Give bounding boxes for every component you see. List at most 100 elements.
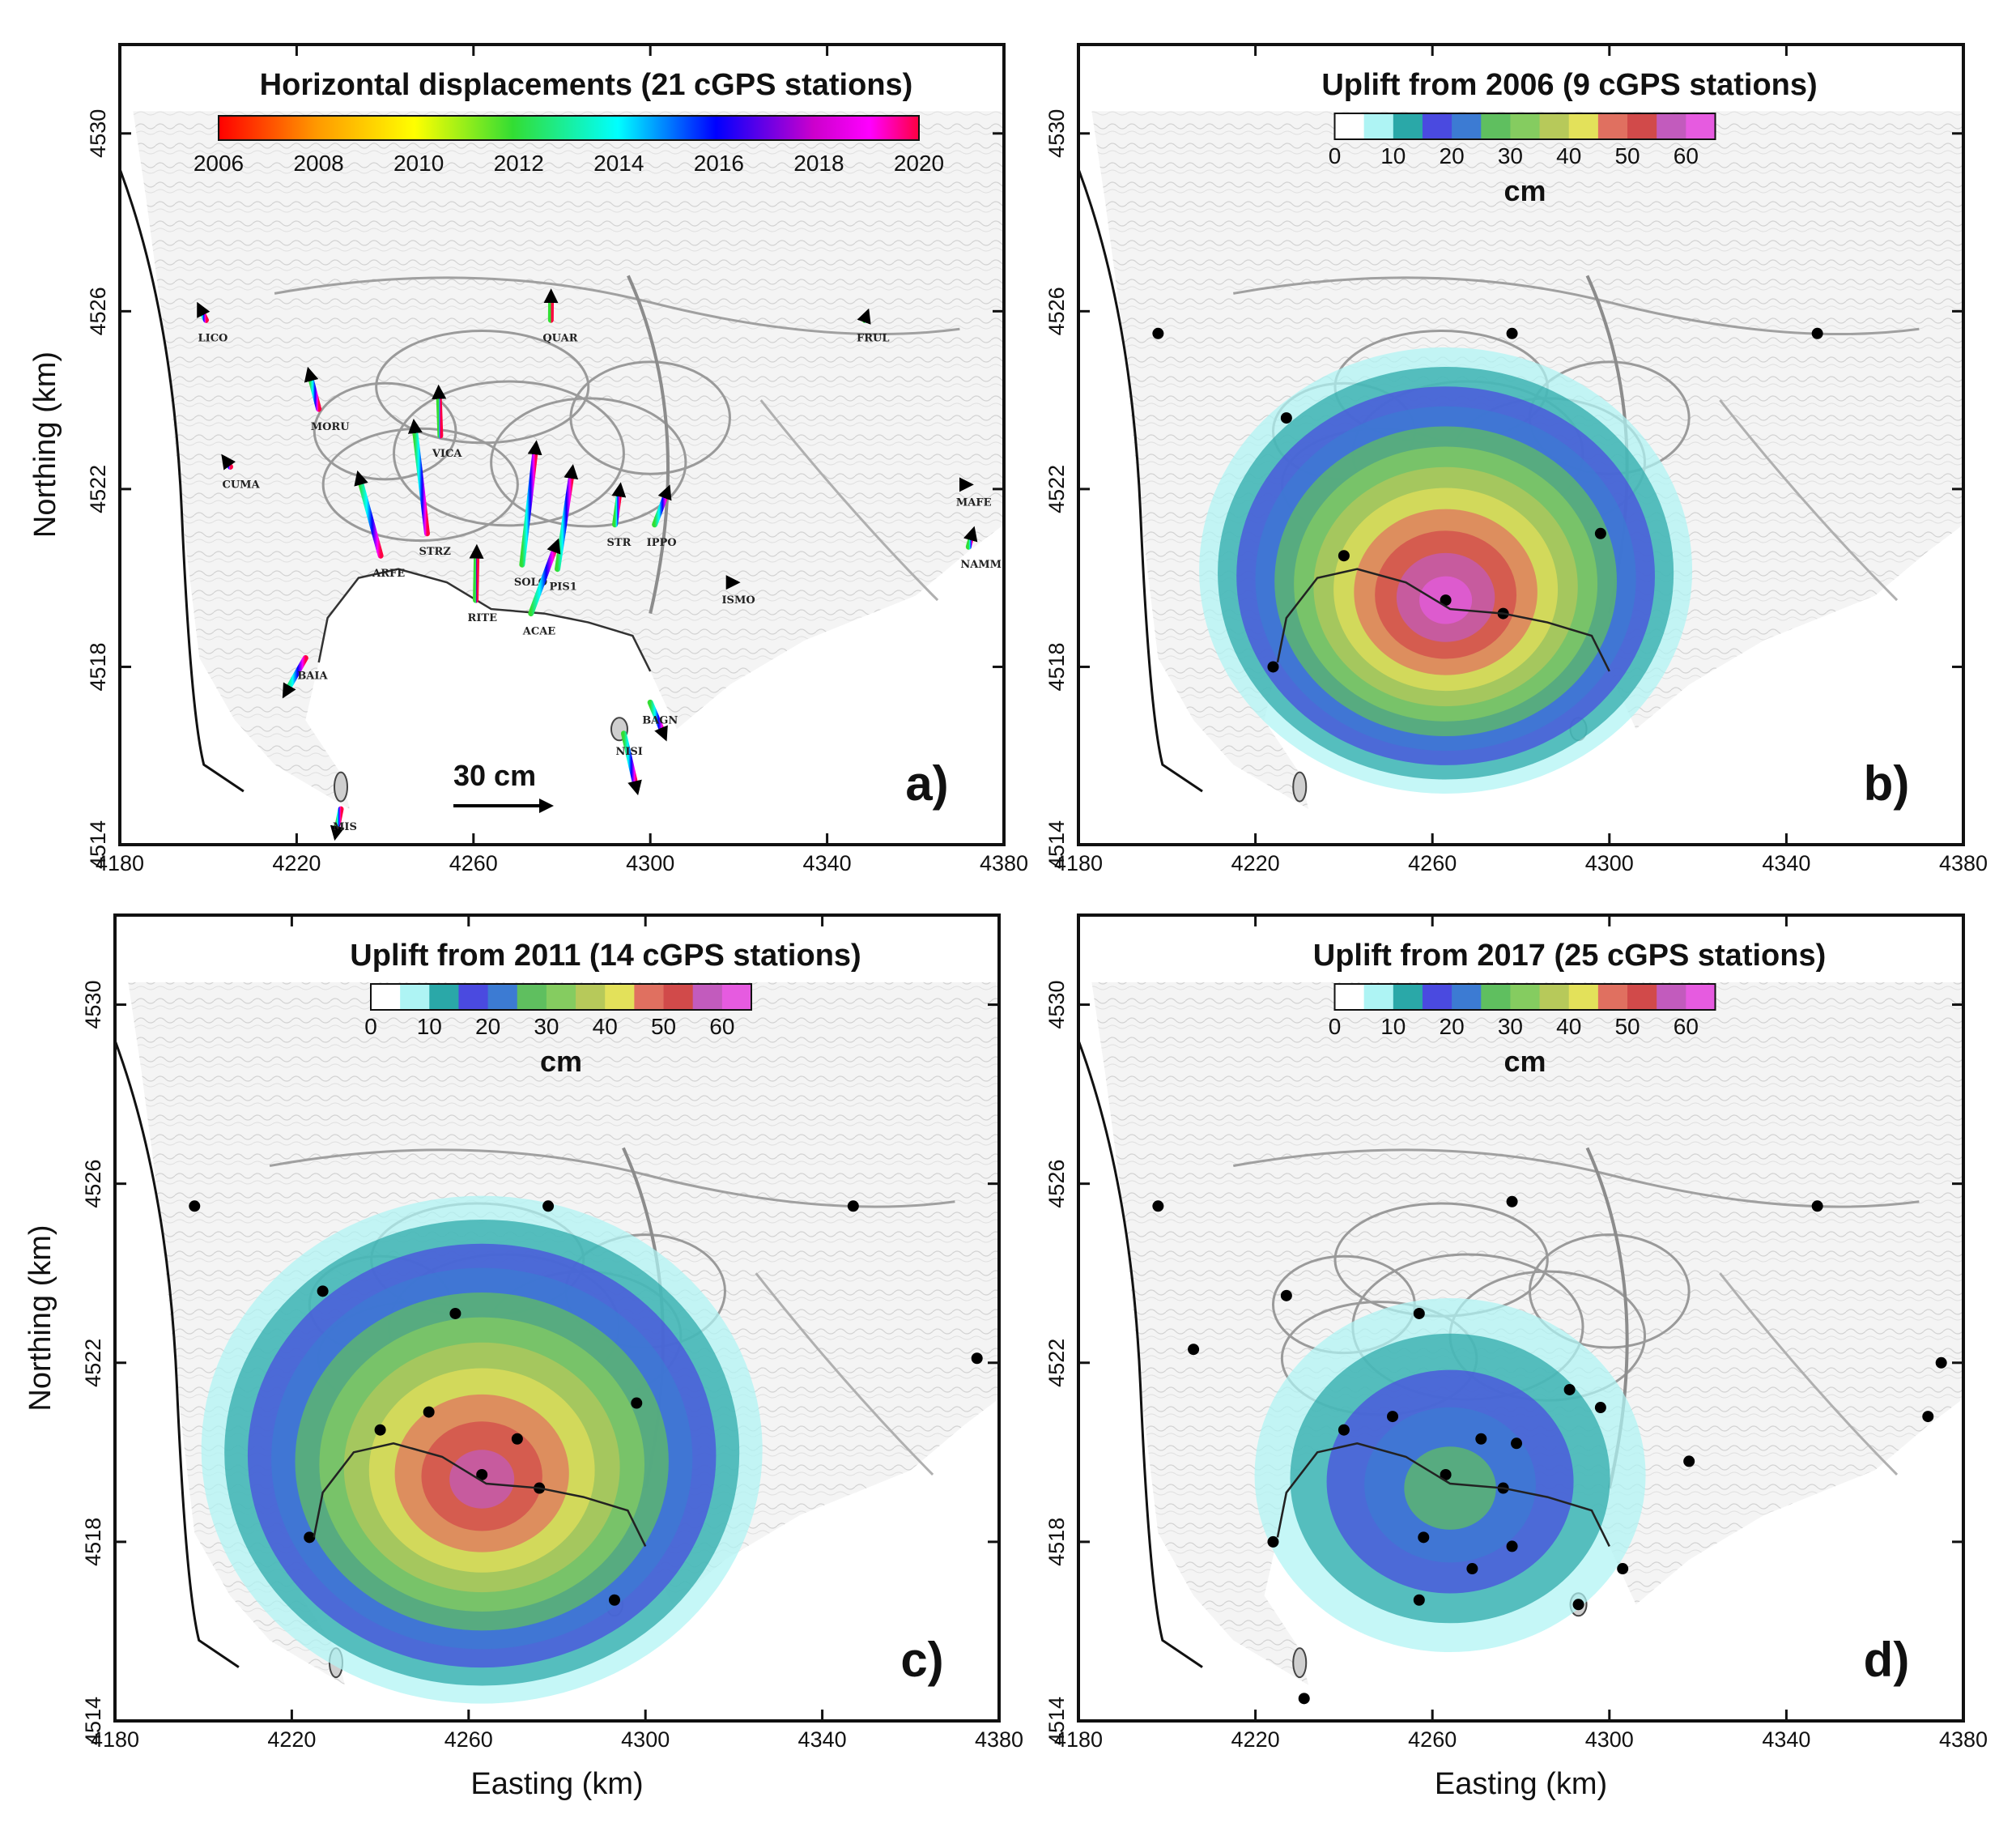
displacement-arrow-head (657, 484, 672, 501)
panel-axes: 4180 4220 4260 4300 4340 4380 4530 4526 4522 4518… (28, 45, 1028, 875)
colorbar-swatch (692, 984, 723, 1010)
station-point (1572, 1599, 1584, 1611)
panel-title: Uplift from 2011 (14 cGPS stations) (350, 939, 861, 973)
colorbar-tick-label: 40 (593, 1014, 618, 1039)
station-point (511, 1433, 523, 1445)
station-point (1683, 1455, 1695, 1467)
station-point (1506, 327, 1518, 339)
uplift-contours (1152, 1195, 1947, 1705)
displacement-arrow-head (611, 482, 627, 498)
colorbar-swatch (1481, 113, 1511, 139)
station-point (1440, 1468, 1452, 1480)
station-label: PIS1 (550, 581, 577, 594)
x-tick-label: 4300 (1585, 851, 1634, 875)
coastline-overlay (1276, 568, 1610, 672)
ridge (759, 399, 939, 602)
station-point (374, 1424, 386, 1436)
displacement-arrow-head (857, 308, 871, 325)
station-point (304, 1531, 316, 1544)
station-label: VICA (432, 448, 463, 460)
colorbar-tick-label: 50 (1614, 143, 1640, 168)
x-tick-label: 4340 (1762, 851, 1810, 875)
island-miseno (334, 771, 348, 803)
panel-frame (1077, 43, 1965, 846)
panel-d: 4180 4220 4260 4300 4340 4380 4530 4526 4522 4518… (1044, 913, 1988, 1801)
colorbar-swatch (1363, 113, 1394, 139)
panel-frame (118, 43, 1006, 846)
panel-label: c) (900, 1633, 943, 1687)
ridge (1719, 399, 1899, 602)
displacement-arrows: LICO QUAR FRUL MORU VICA CUMA MAFE ARFE STRZ RITE… (197, 288, 1002, 841)
x-tick-label: 4340 (1762, 1727, 1810, 1752)
coastline-west (1078, 168, 1203, 793)
colorbar-tick-label: 2018 (793, 151, 844, 176)
island-miseno (1292, 771, 1308, 803)
colorbar-outline (1333, 983, 1716, 1011)
displacement-arrow-head (547, 538, 561, 555)
station-trajectory (528, 542, 559, 617)
station-label: LICO (198, 332, 228, 344)
x-tick-label: 4340 (803, 851, 852, 875)
colorbar-swatch (634, 984, 665, 1010)
colorbar-swatch (721, 984, 752, 1010)
y-tick-label: 4526 (1044, 1160, 1069, 1208)
colorbar-tick-label: 60 (1674, 143, 1699, 168)
x-tick-label: 4220 (267, 1727, 316, 1752)
colorbar-swatch (605, 984, 635, 1010)
y-axis-label: Northing (km) (23, 1224, 57, 1411)
colorbar-swatch (371, 984, 401, 1010)
colorbar: 0 10 20 30 40 50 60 cm (1329, 113, 1716, 207)
y-tick-label: 4530 (1044, 109, 1069, 158)
scale-bar-label: 30 cm (453, 759, 536, 792)
colorbar-tick-label: 2010 (393, 151, 444, 176)
station-label: IPPO (647, 537, 677, 549)
x-tick-label: 4260 (1408, 851, 1457, 875)
y-tick-label: 4522 (86, 465, 110, 513)
panel-a: LICO QUAR FRUL MORU VICA CUMA MAFE ARFE STRZ RITE… (28, 43, 1028, 875)
coastline-west (1078, 1040, 1203, 1668)
uplift-contours (1152, 327, 1823, 794)
colorbar-tick-label: 2006 (194, 151, 244, 176)
station-trajectory (473, 548, 480, 603)
colorbar-tick-label: 60 (1674, 1014, 1699, 1039)
colorbar-tick-label: 20 (1440, 1014, 1465, 1039)
colorbar-swatch (429, 984, 459, 1010)
colorbar-tick-label: 60 (709, 1014, 734, 1039)
station-point (449, 1307, 461, 1319)
colorbar-tick-label: 0 (1329, 143, 1342, 168)
colorbar-tick-label: 2014 (593, 151, 644, 176)
colorbar-swatch (487, 984, 518, 1010)
station-point (631, 1397, 643, 1409)
colorbar-swatch (1510, 113, 1541, 139)
displacement-arrow-head (221, 454, 236, 471)
colorbar-outline (1333, 113, 1716, 140)
panel-title: Uplift from 2006 (9 cGPS stations) (1321, 68, 1817, 102)
colorbar-swatch (1422, 984, 1452, 1010)
displacement-arrow-head (330, 824, 345, 841)
ridge (274, 276, 960, 336)
station-label: STRZ (419, 546, 451, 558)
y-tick-label: 4530 (81, 981, 105, 1029)
displacement-arrow-head (963, 526, 978, 543)
station-point (1338, 550, 1350, 562)
station-point (1267, 1535, 1279, 1548)
colorbar-tick-label: 10 (1380, 143, 1406, 168)
panel-label: b) (1864, 756, 1910, 811)
station-point (1506, 1195, 1518, 1207)
colorbar-swatch (1657, 984, 1686, 1010)
coastline-west (120, 168, 245, 793)
x-tick-label: 4300 (621, 1727, 670, 1752)
station-point (1152, 327, 1164, 339)
uplift-band (1404, 1446, 1496, 1530)
displacement-arrow-head (527, 440, 542, 456)
ridge (269, 1148, 955, 1208)
colorbar-swatch (663, 984, 694, 1010)
station-point (1280, 412, 1292, 424)
colorbar-swatch (400, 984, 430, 1010)
coastline-overlay (313, 1442, 647, 1547)
station-point (1280, 1289, 1292, 1301)
station-point (1475, 1433, 1487, 1445)
station-point (1338, 1424, 1350, 1436)
panel-label: a) (905, 756, 948, 811)
station-label: FRUL (857, 332, 890, 344)
